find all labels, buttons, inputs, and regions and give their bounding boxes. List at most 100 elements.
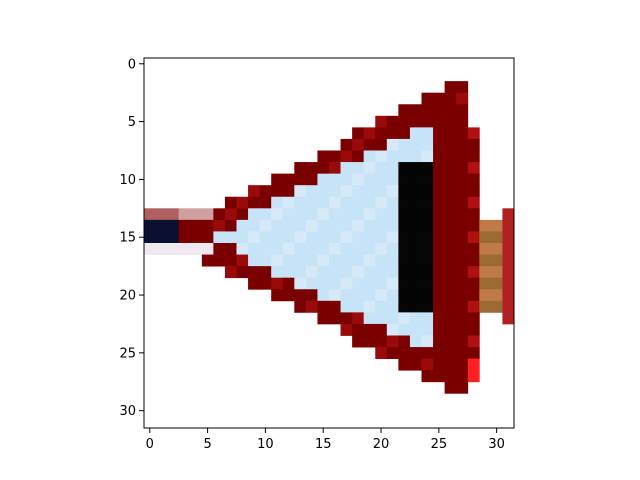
pixel-cell xyxy=(433,243,446,255)
pixel-cell xyxy=(236,254,249,267)
pixel-cell xyxy=(502,243,515,255)
pixel-cell xyxy=(363,289,376,302)
pixel-cell xyxy=(317,300,330,313)
pixel-cell xyxy=(352,185,365,198)
pixel-cell xyxy=(444,185,457,198)
pixel-cell xyxy=(375,162,388,175)
pixel-cell xyxy=(363,138,376,151)
pixel-cell xyxy=(467,277,480,290)
pixel-cell xyxy=(236,219,249,232)
pixel-cell xyxy=(329,208,341,221)
pixel-cell xyxy=(444,138,457,151)
pixel-cell xyxy=(421,173,434,186)
pixel-cell xyxy=(155,231,168,244)
pixel-cell xyxy=(490,266,503,279)
pixel-cell xyxy=(444,150,457,163)
pixel-cell xyxy=(456,115,469,128)
pixel-cell xyxy=(305,243,318,255)
pixel-cell xyxy=(305,219,318,232)
pixel-cell xyxy=(363,127,376,140)
pixel-cell xyxy=(282,231,295,244)
pixel-cell xyxy=(398,254,411,267)
pixel-cell xyxy=(456,138,469,151)
pixel-cell xyxy=(248,185,261,198)
pixel-cell xyxy=(317,219,330,232)
pixel-cell xyxy=(317,173,330,186)
pixel-cell xyxy=(259,208,272,221)
pixel-cell xyxy=(259,231,272,244)
pixel-cell xyxy=(259,277,272,290)
pixel-cell xyxy=(340,196,353,209)
pixel-cell xyxy=(409,289,422,302)
pixel-cell xyxy=(340,208,353,221)
pixel-cell xyxy=(271,185,284,198)
pixel-cell xyxy=(352,173,365,186)
pixel-cell xyxy=(467,289,480,302)
x-tick-label: 25 xyxy=(431,437,448,452)
pixel-cell xyxy=(444,127,457,140)
pixel-cell xyxy=(433,266,446,279)
pixel-cell xyxy=(329,219,341,232)
pixel-cell xyxy=(329,266,341,279)
x-tick-label: 15 xyxy=(315,437,332,452)
pixel-cell xyxy=(444,312,457,325)
pixel-cell xyxy=(490,300,503,313)
pixel-cell xyxy=(386,289,399,302)
pixel-cell xyxy=(456,185,469,198)
pixel-cell xyxy=(282,277,295,290)
pixel-cell xyxy=(259,196,272,209)
pixel-cell xyxy=(456,173,469,186)
pixel-cell xyxy=(386,196,399,209)
pixel-cell xyxy=(375,323,388,336)
pixel-cell xyxy=(375,115,388,128)
pixel-cell xyxy=(352,300,365,313)
pixel-cell xyxy=(398,104,411,117)
pixel-cell xyxy=(375,335,388,348)
x-tick-label: 0 xyxy=(146,437,154,452)
pixel-cell xyxy=(409,300,422,313)
pixel-cell xyxy=(409,138,422,151)
pixel-cell xyxy=(409,127,422,140)
pixel-cell xyxy=(467,127,480,140)
pixel-cell xyxy=(502,254,515,267)
pixel-cell xyxy=(386,243,399,255)
pixel-cell xyxy=(363,196,376,209)
pixel-cell xyxy=(352,162,365,175)
pixel-cell xyxy=(467,162,480,175)
pixel-cell xyxy=(236,196,249,209)
pixel-cell xyxy=(467,254,480,267)
pixel-cell xyxy=(375,347,388,360)
y-tick-label: 0 xyxy=(128,57,136,72)
pixel-cell xyxy=(398,266,411,279)
pixel-cell xyxy=(433,219,446,232)
pixel-cell xyxy=(224,219,237,232)
pixel-cell xyxy=(317,231,330,244)
pixel-cell xyxy=(409,173,422,186)
pixel-cell xyxy=(305,185,318,198)
pixel-cell xyxy=(467,208,480,221)
x-tick-label: 10 xyxy=(257,437,274,452)
pixel-cell xyxy=(421,323,434,336)
pixel-cell xyxy=(386,162,399,175)
pixel-cell xyxy=(305,300,318,313)
pixel-cell xyxy=(363,243,376,255)
pixel-cell xyxy=(433,173,446,186)
pixel-cell xyxy=(294,289,307,302)
pixel-cell xyxy=(444,323,457,336)
pixel-cell xyxy=(421,185,434,198)
pixel-cell xyxy=(282,219,295,232)
pixel-cell xyxy=(398,162,411,175)
pixel-cell xyxy=(236,231,249,244)
pixel-cell xyxy=(329,196,341,209)
pixel-cell xyxy=(467,231,480,244)
pixel-cell xyxy=(409,208,422,221)
pixel-cell xyxy=(282,185,295,198)
pixel-cell xyxy=(155,219,168,232)
pixel-cell xyxy=(294,219,307,232)
pixel-cell xyxy=(444,208,457,221)
pixel-cell xyxy=(190,208,203,221)
pixel-cell xyxy=(271,196,284,209)
pixel-cell xyxy=(386,219,399,232)
pixel-cell xyxy=(363,173,376,186)
pixel-cell xyxy=(363,335,376,348)
